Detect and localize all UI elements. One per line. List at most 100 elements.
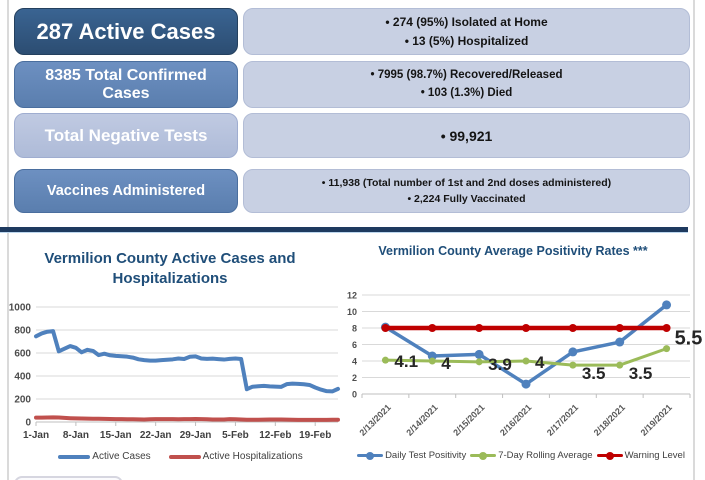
section-divider (0, 227, 688, 233)
negative-tests-label: Total Negative Tests (14, 113, 238, 158)
series-marker (381, 324, 390, 332)
y-tick-label: 4 (352, 357, 357, 367)
series-marker (663, 345, 671, 353)
x-tick-label: 15-Jan (100, 430, 132, 441)
x-tick-label: 22-Jan (140, 430, 172, 441)
y-tick-label: 8 (352, 324, 357, 334)
x-tick-label: 2/14/2021 (404, 402, 439, 437)
x-tick-label: 2/17/2021 (545, 402, 580, 437)
x-tick-label: 2/15/2021 (451, 402, 486, 437)
bullet-line: • 11,938 (Total number of 1st and 2nd do… (321, 176, 612, 189)
legend-label: Daily Test Positivity (385, 450, 467, 461)
x-tick-label: 2/13/2021 (357, 402, 392, 437)
series-marker (568, 347, 578, 357)
data-label: 4.1 (394, 352, 418, 371)
bullet-line: • 13 (5%) Hospitalized (404, 33, 529, 48)
legend-item: Warning Level (596, 450, 685, 461)
bullet-line: • 103 (1.3%) Died (420, 86, 513, 99)
series-marker (428, 324, 437, 332)
y-tick-label: 600 (14, 349, 31, 360)
x-tick-label: 8-Jan (63, 430, 89, 441)
active-cases-label: 287 Active Cases (14, 8, 238, 55)
active-cases-detail-panel: • 274 (95%) Isolated at Home • 13 (5%) H… (243, 8, 690, 55)
legend-marker-dot (479, 451, 488, 460)
x-tick-label: 1-Jan (23, 430, 49, 441)
legend-label: Active Hospitalizations (202, 451, 303, 462)
series-marker (521, 379, 531, 389)
legend-marker (357, 451, 384, 460)
series-marker (427, 351, 437, 361)
series-marker (662, 300, 672, 310)
y-tick-label: 0 (352, 390, 357, 400)
y-tick-label: 2 (352, 373, 357, 383)
bullet-line: • 7995 (98.7%) Recovered/Released (370, 69, 563, 82)
legend-label: Active Cases (92, 451, 151, 462)
y-tick-label: 200 (14, 395, 31, 406)
active-cases-chart-title: Vermilion County Active Cases and Hospit… (44, 250, 296, 288)
series-marker (475, 358, 483, 366)
active-cases-chart-legend: Active Cases Active Hospitalizations (8, 451, 353, 462)
data-label: 3.5 (629, 364, 653, 383)
series-marker (662, 324, 671, 332)
vaccines-detail-panel: • 11,938 (Total number of 1st and 2nd do… (243, 169, 690, 213)
y-tick-label: 10 (347, 307, 357, 317)
positivity-chart-title: Vermilion County Average Positivity Rate… (378, 244, 648, 258)
legend-item: Active Cases (58, 451, 151, 462)
positivity-chart: 0 2 4 6 8 10 12 2/13/2021 2/14/2021 2/15/2021 2/16… (347, 291, 703, 438)
bullet-line: • 2,224 Fully Vaccinated (407, 193, 526, 205)
series-marker (381, 356, 389, 364)
series-marker (616, 361, 624, 369)
legend-marker (58, 454, 91, 459)
series-marker (475, 324, 484, 332)
series-marker (615, 324, 624, 332)
bullet-line: • 274 (95%) Isolated at Home (385, 14, 548, 29)
legend-item: Active Hospitalizations (168, 451, 303, 462)
x-tick-label: 2/16/2021 (498, 402, 533, 437)
series-marker (568, 324, 577, 332)
x-tick-label: 12-Feb (259, 430, 291, 441)
active-cases-chart: 0 200 400 600 800 1000 1-Jan 8-Jan 15-Jan 22-Jan 2… (9, 303, 340, 441)
series-line (34, 415, 340, 422)
legend-label: 7-Day Rolling Average (498, 450, 593, 461)
series-marker (474, 349, 484, 359)
y-tick-label: 12 (347, 291, 357, 301)
legend-label: Warning Level (624, 450, 685, 461)
y-tick-label: 0 (25, 418, 31, 429)
x-tick-label: 5-Feb (222, 430, 249, 441)
legend-marker-dot (605, 451, 614, 460)
series-marker (428, 357, 436, 365)
page-border-left (7, 0, 9, 480)
x-tick-label: 29-Jan (180, 430, 212, 441)
data-label: 4 (441, 354, 451, 373)
series-marker (615, 337, 625, 347)
x-tick-label: 19-Feb (299, 430, 331, 441)
y-tick-label: 1000 (9, 303, 32, 314)
y-tick-label: 800 (14, 326, 31, 337)
legend-item: 7-Day Rolling Average (470, 450, 593, 461)
y-tick-label: 6 (352, 340, 357, 350)
legend-item: Daily Test Positivity (357, 450, 466, 461)
data-label: 5.5 (675, 328, 703, 350)
series-marker (569, 361, 577, 369)
negative-tests-detail-panel: • 99,921 (243, 113, 690, 158)
legend-marker (168, 454, 201, 459)
series-line (34, 329, 340, 394)
total-confirmed-label: 8385 Total Confirmed Cases (14, 61, 238, 108)
legend-marker (470, 451, 497, 460)
data-label: 4 (535, 353, 545, 372)
y-tick-label: 400 (14, 372, 31, 383)
cropped-next-section-edge (14, 476, 123, 480)
total-confirmed-detail-panel: • 7995 (98.7%) Recovered/Released • 103 … (243, 61, 690, 108)
vaccines-administered-label: Vaccines Administered (14, 169, 238, 213)
x-tick-label: 2/18/2021 (592, 402, 627, 437)
bullet-line: • 99,921 (440, 127, 493, 144)
x-tick-label: 2/19/2021 (639, 402, 674, 437)
page-border-right (693, 0, 695, 480)
legend-marker-dot (366, 451, 375, 460)
series-marker (522, 324, 530, 332)
data-label: 3.9 (488, 355, 512, 374)
series-marker (522, 357, 530, 365)
positivity-chart-legend: Daily Test Positivity 7-Day Rolling Avera… (345, 450, 697, 461)
legend-marker (596, 451, 623, 460)
